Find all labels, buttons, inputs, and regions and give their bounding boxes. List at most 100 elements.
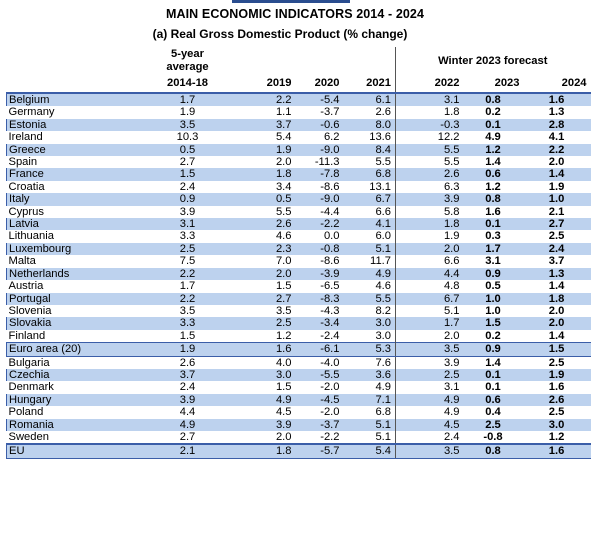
cell-2019: 1.6 bbox=[229, 342, 296, 357]
cell-2023: 0.2 bbox=[485, 329, 501, 342]
cell-2021: 4.6 bbox=[343, 280, 396, 293]
cell-2021: 11.7 bbox=[343, 255, 396, 268]
cell-2021: 7.6 bbox=[343, 356, 396, 369]
cell-2023: 0.8 bbox=[463, 93, 524, 107]
cell-2023: 0.5 bbox=[485, 280, 501, 293]
column-header-2024: 2024 bbox=[523, 75, 591, 94]
cell-2020: -4.3 bbox=[320, 304, 340, 317]
cell-2022: 3.5 bbox=[395, 443, 464, 459]
cell-2024: 1.3 bbox=[523, 267, 591, 281]
table-row: Belgium 1.7 2.2 -5.4 6.1 3.1 0.8 1.6 bbox=[6, 93, 591, 107]
cell-2019: 2.2 bbox=[229, 93, 296, 107]
cell-2020: -5.7 bbox=[295, 443, 344, 459]
cell-2024: 2.5 bbox=[548, 356, 565, 369]
table-row: Czechia 3.7 3.0 -5.5 3.6 2.5 0.1 1.9 bbox=[6, 368, 591, 382]
cell-2014-18: 2.4 bbox=[179, 381, 196, 394]
cell-2021: 5.1 bbox=[343, 418, 396, 431]
cell-2022: 5.1 bbox=[443, 304, 460, 317]
cell-2024: 4.1 bbox=[548, 131, 565, 144]
cell-2021: 3.0 bbox=[343, 329, 396, 343]
cell-2014-18: 0.9 bbox=[146, 193, 230, 206]
row-label: Malta bbox=[8, 255, 36, 268]
cell-2024: 2.5 bbox=[548, 230, 565, 243]
cell-2023: 0.1 bbox=[463, 118, 524, 132]
row-label: Cyprus bbox=[8, 205, 44, 218]
cell-2014-18: 10.3 bbox=[176, 131, 199, 144]
header-row-years: 2014-18 2019 2020 2021 2022 2023 2024 bbox=[6, 75, 591, 94]
table-row: Latvia 3.1 2.6 -2.2 4.1 1.8 0.1 2.7 bbox=[6, 218, 591, 231]
cell-2020: -4.0 bbox=[320, 356, 340, 369]
cell-2023: 0.1 bbox=[463, 368, 524, 382]
cell-2023: 1.2 bbox=[485, 180, 501, 193]
cell-2020: -2.2 bbox=[320, 430, 340, 443]
cell-2019: 2.0 bbox=[275, 430, 292, 443]
cell-2022: 3.9 bbox=[443, 356, 460, 369]
cell-2019: 2.6 bbox=[229, 218, 296, 231]
cell-2021: 5.1 bbox=[343, 242, 396, 256]
cell-2024: 1.2 bbox=[548, 430, 565, 443]
cell-2023: 1.0 bbox=[463, 292, 524, 305]
cell-2022: 2.0 bbox=[443, 329, 460, 342]
cell-2021: 6.6 bbox=[343, 205, 396, 219]
cell-2023: 0.2 bbox=[485, 106, 501, 119]
cell-2020: -4.4 bbox=[320, 205, 340, 218]
cell-2020: -3.7 bbox=[295, 418, 344, 431]
cell-2022: 2.4 bbox=[443, 430, 460, 443]
cell-2022: -0.3 bbox=[395, 118, 464, 132]
table-row: Lithuania 3.3 4.6 0.0 6.0 1.9 0.3 2.5 bbox=[7, 230, 591, 243]
cell-2021: 6.7 bbox=[343, 193, 396, 206]
cell-2022: 2.0 bbox=[395, 242, 464, 256]
table-row: Euro area (20) 1.9 1.6 -6.1 5.3 3.5 0.9 1.5 bbox=[6, 342, 591, 357]
table-row: Luxembourg 2.5 2.3 -0.8 5.1 2.0 1.7 2.4 bbox=[6, 242, 591, 256]
cell-2014-18: 1.7 bbox=[179, 280, 196, 293]
cell-2019: 1.8 bbox=[229, 443, 296, 459]
cell-2014-18: 3.5 bbox=[179, 304, 196, 317]
table-row: Denmark 2.4 1.5 -2.0 4.9 3.1 0.1 1.6 bbox=[7, 381, 591, 394]
table-row: Austria 1.7 1.5 -6.5 4.6 4.8 0.5 1.4 bbox=[7, 280, 591, 293]
cell-2020: -2.0 bbox=[320, 381, 340, 394]
cell-2021: 6.1 bbox=[343, 93, 396, 107]
cell-2024: 3.7 bbox=[548, 255, 565, 268]
gdp-table: 5-year Winter 2023 forecast average 2014… bbox=[6, 47, 591, 459]
cell-2020: 0.0 bbox=[323, 230, 340, 243]
cell-2023: 0.8 bbox=[463, 443, 524, 459]
cell-2014-18: 1.9 bbox=[179, 106, 196, 119]
row-label: Denmark bbox=[8, 381, 54, 394]
cell-2020: -8.3 bbox=[295, 292, 344, 305]
cell-2022: 5.5 bbox=[395, 143, 464, 157]
cell-2014-18: 7.5 bbox=[179, 255, 196, 268]
cell-2019: 5.4 bbox=[275, 131, 292, 144]
cell-2019: 4.5 bbox=[275, 406, 292, 419]
cell-2024: 2.5 bbox=[548, 406, 565, 419]
cell-2014-18: 3.3 bbox=[179, 230, 196, 243]
cell-2014-18: 3.9 bbox=[179, 205, 196, 218]
top-accent-bar bbox=[232, 0, 350, 3]
cell-2019: 1.9 bbox=[229, 143, 296, 157]
column-header-2022: 2022 bbox=[395, 75, 464, 94]
cell-2022: 5.8 bbox=[443, 205, 460, 218]
cell-2014-18: 1.5 bbox=[146, 168, 230, 181]
cell-2019: 3.9 bbox=[229, 418, 296, 431]
cell-2022: 3.1 bbox=[443, 381, 460, 394]
table-row: Estonia 3.5 3.7 -0.6 8.0 -0.3 0.1 2.8 bbox=[6, 118, 591, 132]
cell-2023: 1.6 bbox=[485, 205, 501, 218]
cell-2021: 7.1 bbox=[343, 393, 396, 407]
cell-2023: 0.1 bbox=[463, 218, 524, 231]
cell-2023: -0.8 bbox=[483, 430, 503, 443]
cell-2014-18: 2.1 bbox=[146, 443, 230, 459]
cell-2023: 0.6 bbox=[463, 393, 524, 407]
row-label: Netherlands bbox=[6, 267, 147, 281]
cell-2020: -3.9 bbox=[295, 267, 344, 281]
row-label: Ireland bbox=[8, 131, 43, 144]
table-row: France 1.5 1.8 -7.8 6.8 2.6 0.6 1.4 bbox=[6, 168, 591, 181]
cell-2019: 5.5 bbox=[275, 205, 292, 218]
cell-2014-18: 3.3 bbox=[146, 317, 230, 330]
cell-2019: 2.7 bbox=[229, 292, 296, 305]
row-label: Italy bbox=[6, 193, 147, 206]
cell-2024: 2.8 bbox=[523, 118, 591, 132]
cell-2019: 7.0 bbox=[275, 255, 292, 268]
cell-2021: 8.0 bbox=[343, 118, 396, 132]
row-label: Czechia bbox=[6, 368, 147, 382]
row-label: Croatia bbox=[8, 180, 45, 193]
cell-2019: 1.5 bbox=[275, 381, 292, 394]
